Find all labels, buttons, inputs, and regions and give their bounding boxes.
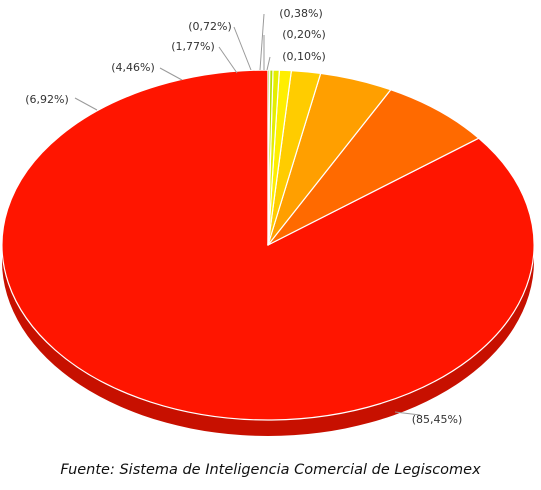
label-leader-6 [259,13,265,71]
slice-label-8: (0,10%) [282,50,326,63]
label-leader-5 [233,26,252,71]
label-leader-8 [266,56,271,71]
slice-label-6: (0,38%) [279,7,323,20]
pie-labels: (85,45%) (6,92%) (4,46%) (1,77%) (0,72%) (0,3… [25,7,462,426]
slice-label-7: (0,20%) [282,28,326,41]
pie-slice-8 [267,69,271,246]
slice-label-4: (1,77%) [171,40,215,53]
label-leader-4 [218,46,238,74]
pie-slices [1,69,535,421]
slice-label-1: (85,45%) [412,413,463,426]
slice-label-3: (4,46%) [111,61,155,74]
label-leader-1 [394,411,421,416]
pie-slice-2 [267,89,480,246]
label-leader-3 [159,67,183,81]
slice-label-2: (6,92%) [25,93,69,106]
slice-label-5: (0,72%) [188,20,232,33]
source-caption: Fuente: Sistema de Inteligencia Comercia… [60,462,481,478]
label-leader-2 [74,97,98,111]
